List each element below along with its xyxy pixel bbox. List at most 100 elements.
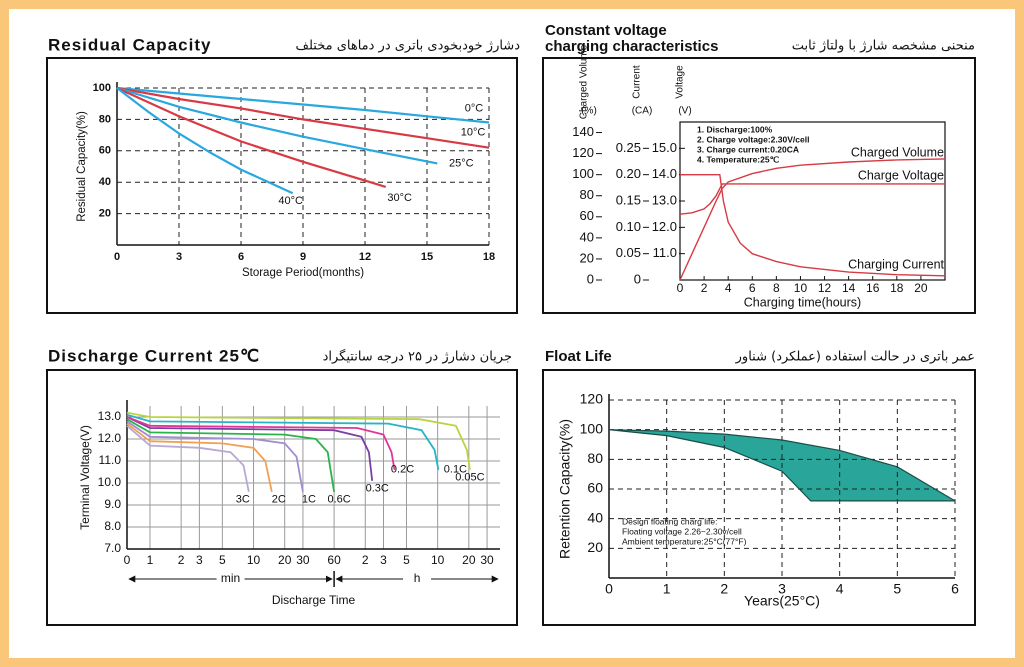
x-tick-label: 20 <box>914 281 928 295</box>
y-tick-label: 100 <box>93 82 111 94</box>
x-axis-title: Discharge Time <box>272 593 356 607</box>
series-line <box>126 420 304 492</box>
range-label: min <box>221 571 240 585</box>
series-label: 25°C <box>449 157 474 169</box>
x-tick-label: 3 <box>380 553 387 567</box>
x-tick-label: 10 <box>431 553 445 567</box>
y-tick-label: 14.0 <box>652 166 677 181</box>
series-label: 2C <box>272 494 286 506</box>
y-tick-label: 60 <box>99 145 111 157</box>
x-tick-label: 6 <box>749 281 756 295</box>
chart-title: Constant voltage <box>545 22 667 39</box>
x-axis-title: Charging time(hours) <box>744 295 861 309</box>
y-tick-label: 80 <box>587 450 603 466</box>
band-lower <box>608 429 955 502</box>
x-axis-title: Years(25°C) <box>744 593 820 609</box>
y-tick-label: 20 <box>580 250 594 265</box>
y-axis-title: Voltage <box>675 65 686 99</box>
x-tick-label: 10 <box>247 553 261 567</box>
y-axis-title: Terminal Voltage(V) <box>78 425 92 530</box>
x-tick-label: 14 <box>842 281 856 295</box>
x-tick-label: 15 <box>421 251 433 263</box>
y-tick-label: 0.25 <box>616 140 641 155</box>
series-label: Charging Current <box>848 257 944 271</box>
y-tick-label: 12.0 <box>652 219 677 234</box>
x-tick-label: 30 <box>296 553 310 567</box>
y-tick-label: 11.0 <box>653 245 677 260</box>
x-tick-label: 8 <box>773 281 780 295</box>
y-tick-label: 0 <box>634 271 641 286</box>
series-label: 40°C <box>278 195 303 207</box>
x-tick-label: 20 <box>462 553 476 567</box>
series-line <box>679 158 946 281</box>
y-tick-label: 0.15 <box>616 192 641 207</box>
y-tick-label: 40 <box>99 176 111 188</box>
series-label: 0.3C <box>366 483 389 495</box>
series-line <box>116 87 294 195</box>
series-line <box>116 86 490 149</box>
y-tick-label: 60 <box>587 480 603 496</box>
series-line <box>116 86 387 188</box>
x-tick-label: 3 <box>176 251 182 263</box>
series-line <box>126 425 250 492</box>
y-tick-label: 100 <box>572 166 594 181</box>
series-label: 30°C <box>387 192 412 204</box>
note: Ambient temperature:25°C(77°F) <box>622 536 747 546</box>
panel <box>46 369 518 626</box>
y-tick-label: 7.0 <box>104 541 121 555</box>
chart-subtitle: جریان دشارژ در ۲۵ درجه سانتیگراد <box>323 349 512 365</box>
y-tick-label: 0.05 <box>616 245 641 260</box>
y-tick-label: 8.0 <box>104 519 121 533</box>
series-label: 0°C <box>465 102 484 114</box>
x-tick-label: 5 <box>219 553 226 567</box>
y-tick-label: 80 <box>99 113 111 125</box>
x-tick-label: 5 <box>893 581 901 597</box>
series-line <box>126 416 374 481</box>
x-tick-label: 6 <box>238 251 244 263</box>
x-tick-label: 0 <box>114 251 120 263</box>
x-tick-label: 3 <box>196 553 203 567</box>
x-tick-label: 0 <box>605 581 613 597</box>
x-tick-label: 3 <box>778 581 786 597</box>
x-tick-label: 4 <box>725 281 732 295</box>
series-line <box>116 86 490 124</box>
series-line <box>126 422 273 492</box>
x-tick-label: 2 <box>701 281 708 295</box>
y-axis-unit: (CA) <box>632 106 653 117</box>
range-label-bg <box>216 572 245 586</box>
y-tick-label: 60 <box>580 208 594 223</box>
y-tick-label: 120 <box>580 391 604 407</box>
y-tick-label: 10.0 <box>98 475 122 489</box>
series-label: 10°C <box>461 127 486 139</box>
series-line <box>126 418 335 492</box>
series-label: 1C <box>302 494 316 506</box>
chart-title: Float Life <box>545 348 612 365</box>
note: Floating voltage 2.26~2.30v/cell <box>622 526 742 536</box>
y-tick-label: 9.0 <box>104 497 121 511</box>
series-line <box>679 183 945 215</box>
series-label: 3C <box>236 494 250 506</box>
x-tick-label: 9 <box>300 251 306 263</box>
x-axis-title: Storage Period(months) <box>242 267 364 279</box>
note: 4. Temperature:25℃ <box>697 154 780 164</box>
note: 1. Discharge:100% <box>697 124 773 134</box>
x-tick-label: 10 <box>794 281 808 295</box>
x-tick-label: 1 <box>147 553 154 567</box>
y-tick-label: 11.0 <box>99 453 122 467</box>
chart-title: Residual Capacity <box>48 35 211 54</box>
y-tick-label: 13.0 <box>98 409 122 423</box>
x-tick-label: 0 <box>677 281 684 295</box>
y-axis-title: Retention Capacity(%) <box>557 419 573 559</box>
x-tick-label: 30 <box>480 553 494 567</box>
y-tick-label: 40 <box>587 509 603 525</box>
x-tick-label: 12 <box>359 251 371 263</box>
series-label: 0.1C <box>444 464 467 476</box>
chart-title: charging characteristics <box>545 38 718 55</box>
y-axis-title: Current <box>632 65 643 99</box>
series-label: Charged Volume <box>851 145 944 159</box>
panel <box>46 57 518 314</box>
range-label: h <box>414 571 421 585</box>
y-tick-label: 140 <box>572 124 594 139</box>
x-tick-label: 18 <box>483 251 495 263</box>
series-line <box>126 416 396 470</box>
